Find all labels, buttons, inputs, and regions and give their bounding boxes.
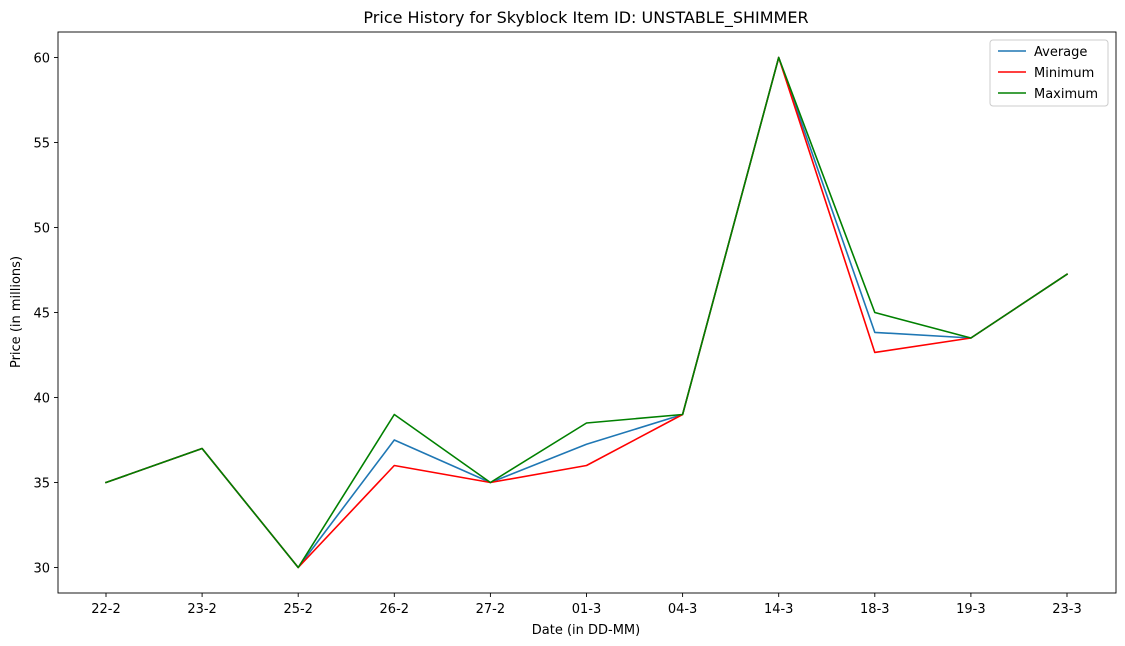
x-axis: 22-2 23-2 25-2 26-2 27-2 01-3 04-3 14-3 18-3 19-3… [91,593,1082,617]
x-axis-title: Date (in DD-MM) [532,623,640,638]
y-tick-label: 35 [33,477,50,492]
x-tick-label: 27-2 [476,602,506,617]
x-tick-label: 22-2 [91,602,121,617]
y-axis-title: Price (in millions) [9,256,24,368]
x-tick-label: 19-3 [956,602,986,617]
x-tick-label: 18-3 [860,602,890,617]
y-tick-label: 45 [33,307,50,322]
y-tick-label: 60 [33,52,50,67]
legend-label-minimum: Minimum [1034,66,1094,81]
x-tick-label: 25-2 [283,602,313,617]
legend-label-maximum: Maximum [1034,87,1098,102]
series-line-maximum [104,56,1069,569]
y-tick-label: 30 [33,562,50,577]
x-tick-label: 04-3 [668,602,698,617]
y-axis: 30 35 40 45 50 55 60 [33,52,58,577]
x-tick-label: 23-3 [1052,602,1082,617]
legend: Average Minimum Maximum [989,39,1109,107]
y-tick-label: 50 [33,222,50,237]
x-tick-label: 14-3 [764,602,794,617]
plot-area [57,31,1117,594]
legend-label-average: Average [1034,45,1087,60]
plot-frame [57,31,1117,594]
chart-title: Price History for Skyblock Item ID: UNST… [363,8,808,28]
y-tick-label: 55 [33,137,50,152]
x-tick-label: 01-3 [572,602,602,617]
x-tick-label: 26-2 [380,602,410,617]
legend-box [989,39,1109,107]
series-line-minimum [104,56,1069,569]
x-tick-label: 23-2 [187,602,217,617]
y-tick-label: 40 [33,392,50,407]
series-line-average [104,56,1069,569]
